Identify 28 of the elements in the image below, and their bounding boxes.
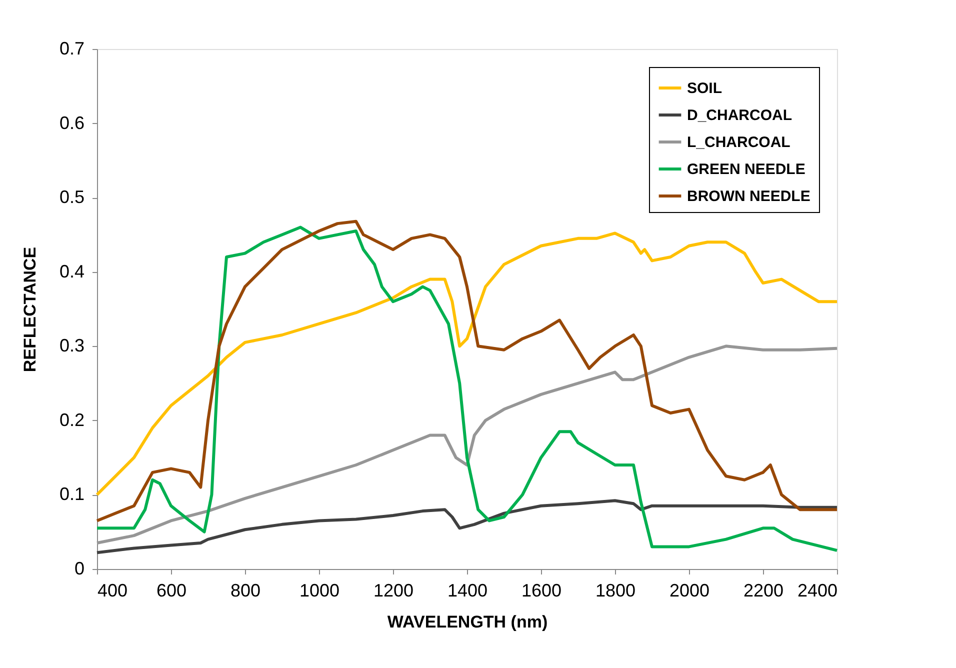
- x-axis-title: WAVELENGTH (nm): [387, 612, 548, 632]
- x-tick-label: 2000: [669, 580, 710, 600]
- x-tick-label: 1200: [373, 580, 414, 600]
- legend-label: D_CHARCOAL: [687, 107, 792, 124]
- x-tick-label: 2400: [797, 580, 838, 600]
- x-tick-label: 800: [230, 580, 261, 600]
- y-tick-label: 0.6: [59, 112, 84, 133]
- y-tick-label: 0.5: [59, 187, 84, 208]
- y-tick-label: 0.1: [59, 484, 84, 504]
- x-tick-label: 1800: [595, 580, 636, 600]
- x-tick-label: 400: [98, 580, 128, 600]
- x-tick-label: 2200: [743, 580, 784, 600]
- x-tick-label: 1400: [447, 580, 488, 600]
- x-tick-label: 1000: [299, 580, 340, 600]
- legend-label: L_CHARCOAL: [687, 134, 790, 151]
- legend-label: GREEN NEEDLE: [687, 161, 806, 178]
- x-tick-label: 1600: [521, 580, 562, 600]
- y-tick-label: 0.4: [59, 261, 84, 282]
- y-tick-label: 0.3: [59, 336, 84, 356]
- y-tick-label: 0.7: [59, 38, 84, 58]
- y-axis-title: REFLECTANCE: [20, 246, 40, 372]
- legend-label: BROWN NEEDLE: [687, 188, 810, 205]
- legend-label: SOIL: [687, 80, 722, 97]
- y-tick-label: 0.2: [59, 410, 84, 430]
- y-tick-label: 0: [74, 558, 84, 578]
- line-series: [96, 344, 838, 544]
- x-tick-label: 600: [156, 580, 187, 600]
- line-series: [96, 499, 838, 554]
